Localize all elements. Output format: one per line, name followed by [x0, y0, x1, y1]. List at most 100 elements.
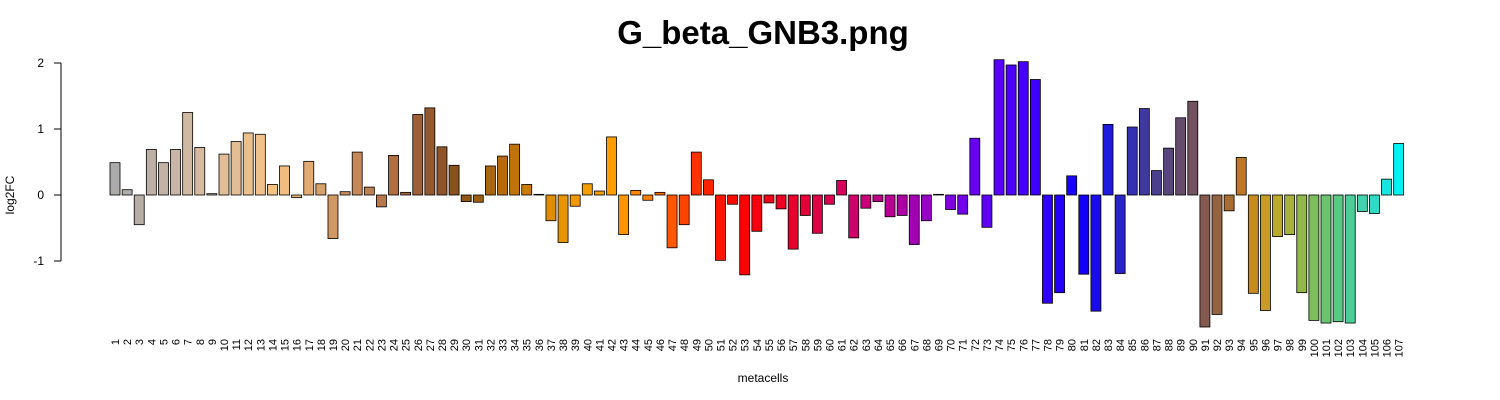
x-tick-label: 25: [401, 339, 413, 351]
x-tick-label: 55: [764, 339, 776, 351]
bar-91: [1199, 194, 1211, 328]
bar-62: [848, 194, 860, 239]
chart-title: G_beta_GNB3.png: [617, 14, 909, 51]
x-tick-label: 63: [861, 339, 873, 351]
x-tick-label: 50: [703, 339, 715, 351]
x-tick-label: 20: [340, 339, 352, 351]
x-tick-label: 75: [1006, 339, 1018, 351]
x-tick-label: 90: [1188, 339, 1200, 351]
bar-82: [1090, 194, 1102, 312]
x-tick-label: 65: [885, 339, 897, 351]
x-tick-label: 43: [619, 339, 631, 351]
x-tick-label: 89: [1176, 339, 1188, 351]
x-tick-label: 71: [958, 339, 970, 351]
bar-52: [727, 194, 739, 205]
x-tick-label: 84: [1115, 339, 1127, 351]
x-tick-label: 22: [364, 339, 376, 351]
bar-75: [1005, 64, 1017, 196]
bar-43: [618, 194, 630, 235]
y-tick-label: 2: [37, 56, 44, 70]
bar-2: [121, 189, 133, 196]
bar-101: [1320, 194, 1332, 324]
x-tick-label: 68: [921, 339, 933, 351]
x-tick-label: 83: [1103, 339, 1115, 351]
x-tick-label: 28: [437, 339, 449, 351]
x-tick-label: 61: [837, 339, 849, 351]
x-tick-label: 78: [1042, 339, 1054, 351]
x-tick-label: 8: [195, 339, 207, 345]
x-tick-label: 37: [546, 339, 558, 351]
bar-48: [678, 194, 690, 226]
bar-22: [363, 186, 375, 196]
bar-27: [424, 107, 436, 196]
bar-25: [400, 191, 412, 196]
x-tick-label: 26: [413, 339, 425, 351]
bar-51: [715, 194, 726, 261]
x-tick-labels: 1 2 3 4 5 6 7 8 9 10 11 12 13 14 15 16 17 18 19 20 21 22 23 24 2…: [110, 339, 1406, 357]
bar-47: [666, 194, 678, 249]
x-tick-label: 45: [643, 339, 655, 351]
y-tick-label: 1: [37, 122, 44, 136]
x-tick-label: 36: [534, 339, 546, 351]
bar-103: [1344, 194, 1356, 324]
x-tick-label: 58: [800, 339, 812, 351]
bar-77: [1029, 79, 1041, 196]
bar-74: [993, 59, 1005, 196]
x-tick-label: 13: [255, 339, 267, 351]
bar-95: [1247, 194, 1259, 294]
bar-70: [945, 194, 956, 210]
bar-6: [170, 149, 181, 196]
bar-69: [933, 193, 944, 196]
x-tick-label: 23: [376, 339, 388, 351]
x-tick-label: 100: [1309, 339, 1321, 357]
x-tick-label: 2: [122, 339, 134, 345]
x-tick-label: 34: [510, 339, 522, 351]
bar-100: [1308, 194, 1320, 321]
bar-94: [1235, 156, 1247, 196]
bar-65: [884, 194, 896, 218]
y-tick-label: -1: [33, 254, 44, 268]
x-tick-label: 48: [679, 339, 691, 351]
bar-54: [751, 194, 763, 232]
bar-68: [920, 194, 932, 222]
bar-73: [981, 194, 993, 228]
bar-79: [1054, 194, 1065, 294]
x-tick-label: 32: [485, 339, 497, 351]
bar-8: [194, 147, 206, 196]
bar-90: [1187, 100, 1199, 196]
x-tick-label: 76: [1018, 339, 1030, 351]
x-tick-label: 105: [1369, 339, 1381, 357]
x-tick-label: 88: [1164, 339, 1176, 351]
x-tick-label: 42: [607, 339, 619, 351]
bar-60: [824, 194, 835, 205]
x-tick-label: 62: [849, 339, 861, 351]
x-tick-label: 66: [897, 339, 909, 351]
bar-1: [109, 162, 121, 196]
x-tick-label: 31: [473, 339, 485, 351]
x-tick-label: 33: [498, 339, 510, 351]
bar-29: [448, 164, 460, 196]
bar-105: [1369, 194, 1380, 214]
bar-9: [206, 193, 218, 196]
bar-13: [254, 133, 266, 196]
bar-39: [569, 194, 581, 207]
x-tick-label: 5: [158, 339, 170, 345]
x-tick-label: 67: [909, 339, 921, 351]
x-tick-label: 81: [1079, 339, 1091, 351]
bar-50: [702, 179, 714, 196]
bar-106: [1381, 178, 1392, 196]
bar-49: [690, 151, 702, 196]
x-tick-label: 86: [1139, 339, 1151, 351]
bar-56: [775, 194, 787, 210]
x-tick-label: 44: [631, 339, 643, 351]
bar-44: [630, 189, 642, 196]
bar-92: [1211, 194, 1223, 315]
x-tick-label: 7: [183, 339, 195, 345]
x-tick-label: 3: [134, 339, 146, 345]
x-tick-label: 29: [449, 339, 461, 351]
x-tick-label: 14: [267, 339, 279, 351]
bar-23: [376, 194, 387, 208]
bar-19: [327, 194, 339, 239]
x-tick-label: 21: [352, 339, 364, 351]
x-tick-label: 95: [1248, 339, 1260, 351]
